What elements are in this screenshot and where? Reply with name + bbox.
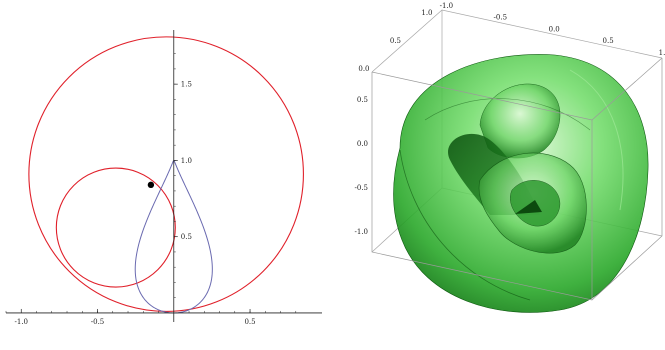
y-tick-label: 1.5	[181, 81, 192, 89]
top-axis-tick-label: -1.0	[440, 2, 454, 10]
bounding-box-front	[371, 57, 663, 301]
vertical-axis-tick-label: -1.0	[355, 228, 369, 236]
large-circle	[28, 36, 304, 312]
y-tick-label: 1.0	[181, 157, 192, 165]
vertical-axis-tick-label: 0.5	[357, 96, 368, 104]
right-3d-surface-plot: -1.0 -0.5 0.0 0.5 1. 1.0 0.5 0.0 0.5 0.0 -0.5 -1.0	[330, 0, 665, 346]
small-circle	[55, 167, 176, 288]
depth-axis-tick-label: 0.5	[390, 37, 401, 45]
left-plot-canvas: -1.0 -0.5 0.5 0.5 1.0 1.5	[5, 30, 322, 326]
vertical-axis-tick-label: 0.0	[357, 140, 368, 148]
top-axis-tick-label: -0.5	[494, 14, 508, 22]
top-axis-tick-label: 0.0	[549, 25, 560, 33]
depth-axis-tick-label: 1.0	[421, 9, 432, 17]
marked-point	[147, 181, 155, 189]
y-tick-label: 0.5	[181, 233, 192, 241]
x-tick-label: 0.5	[244, 318, 255, 326]
vertical-axis-tick-label: -0.5	[355, 184, 369, 192]
left-plane-curve-plot: -1.0 -0.5 0.5 0.5 1.0 1.5	[0, 0, 330, 346]
x-tick-label: -1.0	[15, 318, 29, 326]
x-tick-label: -0.5	[91, 318, 105, 326]
depth-axis-tick-label: 0.0	[358, 65, 369, 73]
top-axis-tick-label: 0.5	[603, 37, 614, 45]
nautilus-shell-surface	[393, 54, 649, 313]
right-plot-canvas: -1.0 -0.5 0.0 0.5 1. 1.0 0.5 0.0 0.5 0.0 -0.5 -1.0	[355, 2, 665, 313]
top-axis-tick-label: 1.	[659, 49, 665, 57]
